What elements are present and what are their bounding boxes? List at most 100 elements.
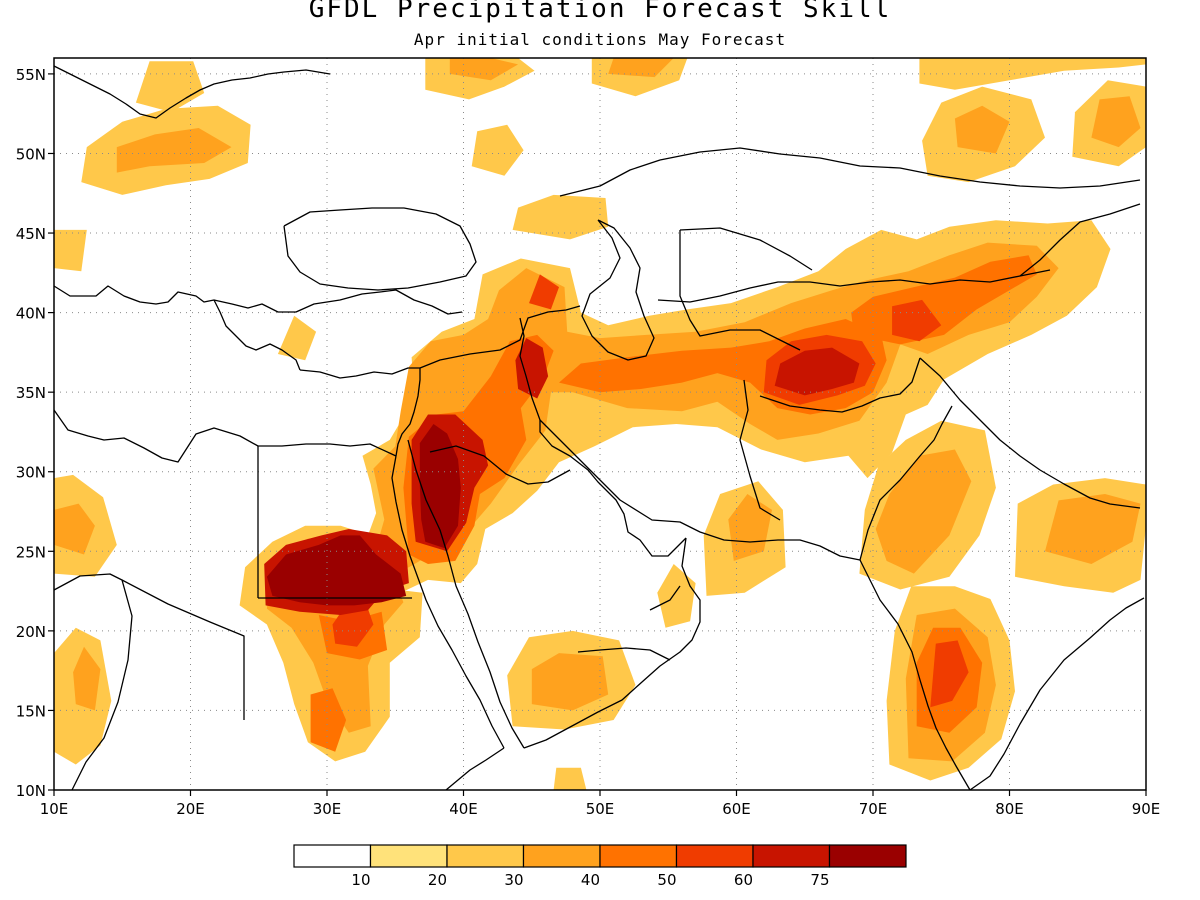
lon-tick-label: 30E (313, 800, 342, 818)
border-libya-chad (121, 579, 245, 720)
border-oman (649, 585, 681, 611)
skill-region-20 (54, 229, 87, 272)
border-saudi-yemen (577, 647, 671, 661)
colorbar-label: 20 (428, 871, 447, 889)
coastline-east-africa (445, 747, 505, 791)
skill-region-75 (419, 424, 461, 549)
skill-region-30 (449, 58, 519, 81)
skill-region-20 (553, 767, 587, 790)
skill-region-60 (515, 338, 549, 399)
figure-subtitle: Apr initial conditions May Forecast (413, 30, 787, 49)
skill-region-40 (310, 688, 347, 752)
axis-ticks: 10E 20E 30E 40E 50E 60E 70E 80E 90E 10N 15N 20N 25N 3… (16, 66, 1161, 818)
colorbar-swatch (599, 844, 678, 868)
skill-region-50 (892, 299, 942, 342)
colorbar-swatch (446, 844, 525, 868)
skill-region-20 (512, 194, 609, 240)
lat-tick-label: 55N (16, 66, 46, 84)
colorbar-swatch (675, 844, 754, 868)
colorbar-label: 40 (581, 871, 600, 889)
coastline-india-west (859, 559, 971, 791)
skill-region-20 (657, 564, 696, 628)
coastline-black-sea (283, 207, 477, 291)
border-china-mongolia (1019, 203, 1141, 277)
lat-tick-label: 45N (16, 225, 46, 243)
skill-region-30 (73, 646, 101, 711)
coastline-north-europe (53, 65, 331, 119)
border-uzbek-kazakh (679, 227, 813, 271)
figure-title: GFDL Precipitation Forecast Skill (308, 0, 892, 24)
skill-region-20 (135, 61, 205, 113)
lat-tick-label: 40N (16, 305, 46, 323)
lon-tick-label: 60E (722, 800, 751, 818)
coastline-red-sea-west (391, 455, 505, 749)
skill-region-30 (728, 494, 772, 561)
border-afghanistan-pakistan (759, 357, 921, 413)
colorbar-label: 60 (734, 871, 753, 889)
colorbar-label: 10 (351, 871, 370, 889)
skill-region-30 (116, 128, 232, 173)
coastline-india-east (969, 597, 1145, 791)
border-algeria-niger (53, 573, 133, 791)
skill-region-60 (774, 347, 860, 396)
coastline-greece (213, 299, 301, 371)
lat-tick-label: 30N (16, 464, 46, 482)
coastline-levant (395, 368, 421, 457)
border-kazakhstan-russia (559, 147, 1141, 197)
colorbar-label: 30 (504, 871, 523, 889)
border-india-china (919, 357, 1141, 509)
lon-tick-label: 40E (449, 800, 478, 818)
skill-region-20 (277, 315, 317, 361)
border-pakistan-india (859, 405, 953, 561)
border-central-asia (679, 230, 801, 351)
lat-tick-label: 10N (16, 782, 46, 800)
lon-tick-label: 80E (995, 800, 1024, 818)
lon-tick-label: 90E (1132, 800, 1161, 818)
colorbar-label: 50 (657, 871, 676, 889)
skill-region-75 (266, 535, 407, 606)
colorbar-swatch (293, 844, 372, 868)
coastline-caspian (581, 219, 655, 361)
skill-region-30 (954, 105, 1010, 154)
skill-region-30 (531, 653, 609, 711)
colorbar-swatch (522, 844, 601, 868)
skill-region-20 (471, 124, 524, 176)
lat-tick-label: 15N (16, 702, 46, 720)
skill-region-50 (930, 640, 969, 708)
lon-tick-label: 50E (586, 800, 615, 818)
coastline-and-borders (53, 65, 1145, 791)
skill-region-50 (332, 608, 374, 647)
border-iran-iraq (519, 317, 541, 421)
lat-tick-label: 50N (16, 145, 46, 163)
colorbar: 10 20 30 40 50 60 75 (293, 844, 907, 889)
coastline-med-north (53, 285, 463, 315)
skill-region-30 (1091, 96, 1141, 148)
skill-region-30 (54, 503, 95, 555)
coastline-turkey-south (299, 367, 420, 379)
coastline-red-sea-east (407, 439, 525, 749)
lat-tick-label: 35N (16, 384, 46, 402)
lon-tick-label: 70E (859, 800, 888, 818)
skill-region-30 (875, 449, 972, 574)
lat-tick-label: 20N (16, 623, 46, 641)
skill-region-30 (1045, 494, 1141, 564)
colorbar-swatch (752, 844, 831, 868)
colorbar-label: 75 (810, 871, 829, 889)
coastline-iran-south (539, 419, 861, 561)
coastline-arabia-south (523, 537, 701, 749)
lat-tick-label: 25N (16, 543, 46, 561)
lon-tick-label: 10E (40, 800, 69, 818)
colorbar-swatch (828, 844, 907, 868)
border-turkey-east (419, 305, 581, 369)
lon-tick-label: 20E (176, 800, 205, 818)
colorbar-swatch (369, 844, 448, 868)
skill-region-50 (529, 274, 559, 310)
coastline-gulf (539, 420, 687, 557)
coastline-north-africa (53, 409, 397, 463)
skill-region-30 (608, 58, 674, 78)
border-kazakhstan-south (657, 269, 1051, 303)
border-iran-afghanistan (739, 379, 781, 521)
border-iraq-saudi (429, 445, 571, 485)
